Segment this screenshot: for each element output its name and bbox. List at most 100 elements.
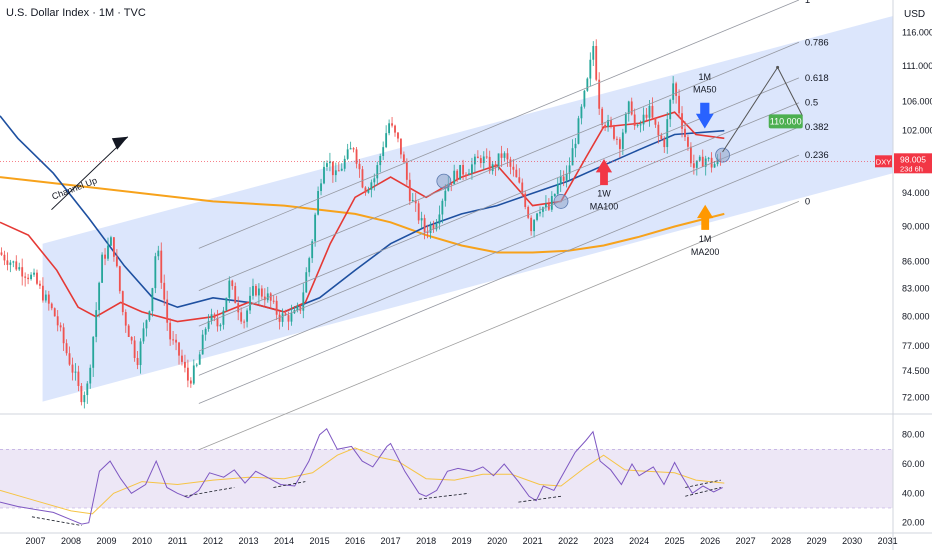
candle-body bbox=[651, 105, 654, 118]
candle-body bbox=[382, 147, 385, 156]
candle-body bbox=[323, 166, 325, 184]
ma200-arrow bbox=[697, 204, 714, 230]
candle-body bbox=[39, 283, 41, 286]
candles-layer bbox=[0, 39, 722, 409]
candle-body bbox=[349, 148, 352, 150]
candle-body bbox=[595, 46, 598, 80]
time-tick-1: 2008 bbox=[61, 536, 81, 546]
currency-label: USD bbox=[904, 9, 926, 20]
candle-body bbox=[607, 119, 609, 128]
candle-body bbox=[178, 342, 180, 356]
candle-body bbox=[130, 336, 133, 341]
fib-label-0: 1 bbox=[805, 0, 810, 6]
ma50-label-line2: MA50 bbox=[693, 85, 717, 95]
candle-body bbox=[550, 196, 553, 210]
candle-body bbox=[71, 364, 74, 373]
rsi-moving-average bbox=[0, 447, 725, 515]
projection-target-dot bbox=[776, 65, 780, 69]
candle-body bbox=[482, 156, 485, 164]
candle-body bbox=[601, 108, 604, 125]
fib-line-1 bbox=[198, 41, 800, 291]
rsi-tick-3: 20.00 bbox=[902, 518, 925, 528]
candle-body bbox=[400, 138, 402, 155]
fib-line-4 bbox=[198, 126, 800, 376]
candle-body bbox=[500, 153, 503, 158]
candle-body bbox=[580, 106, 583, 119]
candle-body bbox=[512, 166, 515, 170]
candle-body bbox=[462, 164, 464, 175]
candle-body bbox=[524, 193, 527, 207]
candle-body bbox=[334, 170, 337, 176]
candle-body bbox=[394, 125, 396, 133]
candle-body bbox=[346, 149, 349, 159]
candle-body bbox=[142, 328, 145, 342]
target-badge bbox=[768, 114, 803, 129]
candle-body bbox=[62, 327, 65, 344]
fib-line-3 bbox=[198, 102, 800, 352]
candle-body bbox=[44, 294, 47, 301]
fib-label-5: 0.236 bbox=[805, 150, 829, 161]
candle-body bbox=[15, 261, 18, 270]
time-tick-2: 2009 bbox=[97, 536, 117, 546]
chart-title: U.S. Dollar Index · 1M · TVC bbox=[6, 7, 146, 19]
candle-body bbox=[633, 114, 636, 126]
candle-body bbox=[154, 256, 157, 289]
candle-body bbox=[459, 164, 462, 180]
candle-body bbox=[689, 146, 692, 164]
candle-body bbox=[530, 217, 533, 232]
candle-body bbox=[166, 299, 169, 323]
candle-body bbox=[121, 291, 124, 313]
ma200-line bbox=[0, 176, 725, 254]
candle-body bbox=[266, 293, 269, 301]
candle-body bbox=[12, 261, 15, 263]
rsi-tick-2: 40.00 bbox=[902, 488, 925, 498]
candle-body bbox=[272, 300, 275, 302]
last-price-badge bbox=[894, 153, 932, 174]
candle-body bbox=[269, 293, 272, 301]
time-tick-4: 2011 bbox=[168, 536, 187, 546]
candle-body bbox=[260, 288, 263, 297]
candle-body bbox=[0, 252, 3, 255]
candle-body bbox=[204, 328, 207, 335]
last-price-value: 98.005 bbox=[900, 154, 926, 164]
rsi-trendline-4 bbox=[518, 495, 562, 503]
candle-body bbox=[441, 200, 444, 215]
candle-body bbox=[494, 164, 497, 168]
candle-body bbox=[287, 315, 290, 322]
candle-body bbox=[503, 153, 506, 158]
time-tick-16: 2023 bbox=[594, 536, 614, 546]
target-value: 110.000 bbox=[770, 116, 802, 126]
candle-body bbox=[139, 341, 142, 366]
rsi-line bbox=[0, 428, 723, 525]
fib-label-1: 0.786 bbox=[805, 37, 829, 48]
candle-body bbox=[281, 313, 284, 322]
candle-body bbox=[257, 288, 260, 296]
candle-body bbox=[468, 173, 470, 175]
candle-body bbox=[414, 200, 417, 204]
candle-body bbox=[175, 339, 177, 343]
candle-body bbox=[198, 354, 201, 365]
candle-body bbox=[246, 310, 248, 322]
candle-body bbox=[577, 118, 580, 144]
candle-body bbox=[645, 114, 648, 118]
candle-body bbox=[367, 189, 370, 193]
fib-line-5 bbox=[198, 154, 800, 404]
candle-body bbox=[302, 292, 305, 311]
candle-body bbox=[370, 182, 373, 190]
time-tick-18: 2025 bbox=[665, 536, 685, 546]
candle-body bbox=[627, 101, 630, 115]
candle-body bbox=[450, 183, 453, 185]
candle-body bbox=[379, 155, 382, 166]
candle-body bbox=[124, 312, 127, 326]
time-tick-6: 2013 bbox=[239, 536, 259, 546]
fib-line-2 bbox=[198, 77, 800, 327]
candle-body bbox=[669, 99, 672, 120]
candle-body bbox=[420, 218, 423, 221]
candle-body bbox=[115, 256, 118, 267]
rsi-trendline-5 bbox=[685, 487, 721, 497]
rsi-tick-0: 80.00 bbox=[902, 430, 925, 440]
candle-body bbox=[352, 148, 355, 150]
symbol-badge bbox=[875, 155, 892, 168]
candle-body bbox=[113, 237, 115, 257]
